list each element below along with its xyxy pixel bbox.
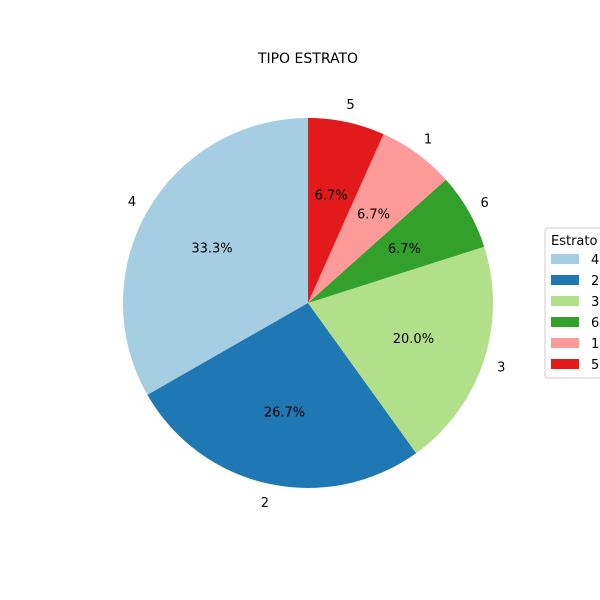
legend-swatch-3 <box>551 296 579 306</box>
chart-title: TIPO ESTRATO <box>257 51 358 67</box>
legend: Estrato 4 2 3 6 1 5 <box>544 227 600 379</box>
legend-label-2: 2 <box>591 274 599 289</box>
pie-slice-1 <box>308 134 446 303</box>
pie-slice-4 <box>122 118 308 395</box>
slice-label-5: 5 <box>346 98 354 113</box>
slice-label-1: 1 <box>424 133 432 148</box>
slice-percent-4: 33.3% <box>191 241 232 256</box>
legend-label-4: 4 <box>591 253 599 268</box>
slice-label-6: 6 <box>481 196 489 211</box>
legend-label-6: 6 <box>591 316 599 331</box>
pie-slice-2 <box>147 303 417 488</box>
legend-swatch-1 <box>551 338 579 348</box>
pie-slice-5 <box>308 118 384 303</box>
pie-slices <box>122 118 493 488</box>
slice-label-3: 3 <box>497 361 505 376</box>
pie-labels: 4 33.3% 2 26.7% 3 20.0% 6 6.7% 1 6.7% 5 6.7% <box>128 98 506 511</box>
legend-title: Estrato <box>551 234 597 249</box>
slice-percent-1: 6.7% <box>357 207 390 222</box>
legend-swatch-5 <box>551 359 579 369</box>
legend-swatch-6 <box>551 317 579 327</box>
slice-percent-3: 20.0% <box>393 332 434 347</box>
slice-label-4: 4 <box>128 195 136 210</box>
legend-label-3: 3 <box>591 295 599 310</box>
legend-entries: 4 2 3 6 1 5 <box>551 253 599 373</box>
legend-label-1: 1 <box>591 337 599 352</box>
pie-slice-3 <box>308 246 493 454</box>
legend-swatch-4 <box>551 254 579 264</box>
pie-slice-6 <box>308 179 485 303</box>
legend-swatch-2 <box>551 275 579 285</box>
slice-percent-5: 6.7% <box>315 188 348 203</box>
slice-label-2: 2 <box>261 496 269 511</box>
slice-percent-6: 6.7% <box>388 242 421 257</box>
legend-label-5: 5 <box>591 358 599 373</box>
slice-percent-2: 26.7% <box>264 405 305 420</box>
